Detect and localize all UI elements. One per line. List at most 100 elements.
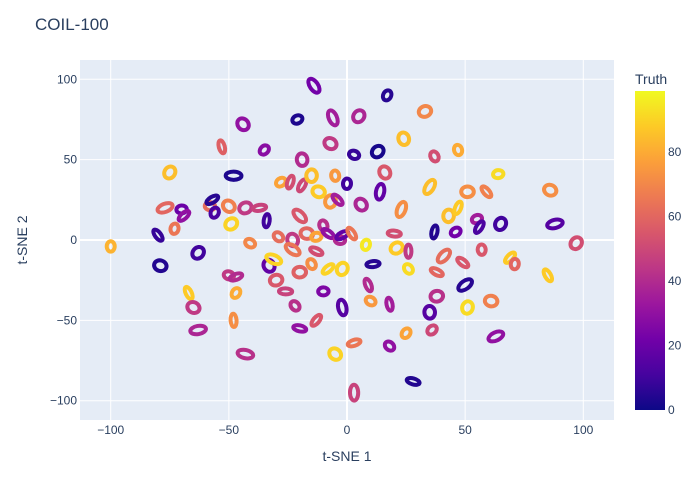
- cluster-point: [435, 247, 453, 265]
- cluster-point: [237, 200, 254, 216]
- colorbar-tick-label: 20: [668, 339, 682, 353]
- y-tick-label: −100: [50, 394, 77, 408]
- cluster-point: [316, 285, 331, 298]
- cluster-point: [429, 223, 440, 241]
- cluster-point: [334, 260, 350, 278]
- cluster-point: [155, 201, 175, 215]
- cluster-point: [399, 326, 413, 341]
- cluster-point: [364, 259, 382, 270]
- cluster-point: [310, 184, 327, 200]
- cluster-point: [294, 151, 310, 168]
- x-tick-label: 0: [344, 423, 351, 437]
- cluster-point: [359, 237, 372, 252]
- cluster-point: [309, 312, 324, 328]
- cluster-point: [204, 193, 221, 207]
- cluster-point: [459, 184, 476, 200]
- cluster-point: [291, 323, 309, 334]
- cluster-point: [422, 304, 438, 321]
- cluster-point: [267, 272, 285, 288]
- cluster-point: [188, 323, 208, 337]
- x-tick-label: −100: [97, 423, 124, 437]
- cluster-point: [304, 167, 319, 185]
- cluster-point: [401, 262, 415, 276]
- cluster-point: [541, 267, 555, 284]
- cluster-point: [482, 293, 500, 309]
- cluster-point: [340, 176, 354, 191]
- cluster-point: [441, 207, 456, 225]
- cluster-point: [335, 297, 349, 318]
- cluster-point: [460, 299, 475, 316]
- cluster-point: [452, 199, 464, 217]
- cluster-point: [330, 192, 345, 208]
- cluster-point: [176, 208, 192, 223]
- y-tick-label: 100: [57, 72, 77, 86]
- cluster-point: [394, 199, 409, 219]
- cluster-point: [347, 148, 362, 161]
- y-tick-label: 0: [70, 233, 77, 247]
- cluster-point: [208, 205, 221, 220]
- cluster-point: [325, 108, 340, 128]
- cluster-point: [475, 242, 488, 257]
- y-tick-labels: −100 −50 0 50 100: [50, 72, 77, 407]
- cluster-point: [416, 103, 434, 119]
- colorbar: [635, 91, 665, 410]
- cluster-point: [320, 262, 336, 276]
- cluster-point: [291, 264, 309, 280]
- x-tick-label: −50: [219, 423, 240, 437]
- cluster-point: [377, 164, 393, 181]
- cluster-point: [345, 337, 363, 349]
- cluster-point: [223, 169, 244, 182]
- cluster-point: [384, 295, 395, 313]
- cluster-point: [223, 216, 240, 232]
- cluster-point: [227, 271, 245, 283]
- data-clusters: [104, 76, 584, 403]
- cluster-point: [542, 182, 559, 198]
- cluster-point: [261, 212, 272, 230]
- cluster-point: [428, 149, 441, 164]
- cluster-point: [486, 329, 506, 344]
- cluster-point: [305, 257, 318, 272]
- cluster-point: [353, 196, 369, 213]
- colorbar-tick-label: 40: [668, 274, 682, 288]
- cluster-point: [472, 219, 486, 235]
- cluster-point: [369, 143, 386, 160]
- cluster-point: [568, 235, 584, 252]
- y-tick-label: 50: [64, 153, 78, 167]
- y-tick-label: −50: [57, 313, 78, 327]
- cluster-point: [271, 230, 286, 244]
- cluster-point: [380, 88, 394, 103]
- cluster-point: [428, 288, 446, 304]
- cluster-point: [363, 294, 378, 308]
- x-tick-label: 100: [573, 423, 593, 437]
- cluster-point: [276, 286, 295, 297]
- cluster-point: [403, 242, 414, 260]
- cluster-point: [152, 258, 169, 274]
- cluster-point: [428, 266, 445, 279]
- cluster-point: [455, 255, 471, 270]
- cluster-point: [243, 236, 258, 250]
- cluster-point: [151, 227, 165, 243]
- cluster-point: [229, 286, 243, 300]
- cluster-point: [251, 202, 269, 213]
- cluster-point: [425, 323, 439, 337]
- cluster-point: [448, 225, 463, 239]
- x-axis-title: t-SNE 1: [322, 448, 371, 464]
- cluster-point: [385, 228, 403, 239]
- cluster-point: [396, 130, 412, 147]
- cluster-point: [104, 239, 117, 254]
- cluster-point: [479, 184, 494, 200]
- cluster-point: [220, 198, 237, 214]
- cluster-point: [185, 299, 202, 316]
- cluster-point: [284, 173, 296, 191]
- x-tick-label: 50: [458, 423, 472, 437]
- cluster-point: [264, 252, 284, 267]
- cluster-point: [404, 376, 422, 387]
- cluster-point: [228, 311, 239, 329]
- cluster-point: [491, 168, 506, 181]
- cluster-point: [545, 217, 565, 231]
- cluster-point: [451, 142, 465, 158]
- cluster-point: [216, 138, 228, 156]
- cluster-point: [456, 277, 474, 293]
